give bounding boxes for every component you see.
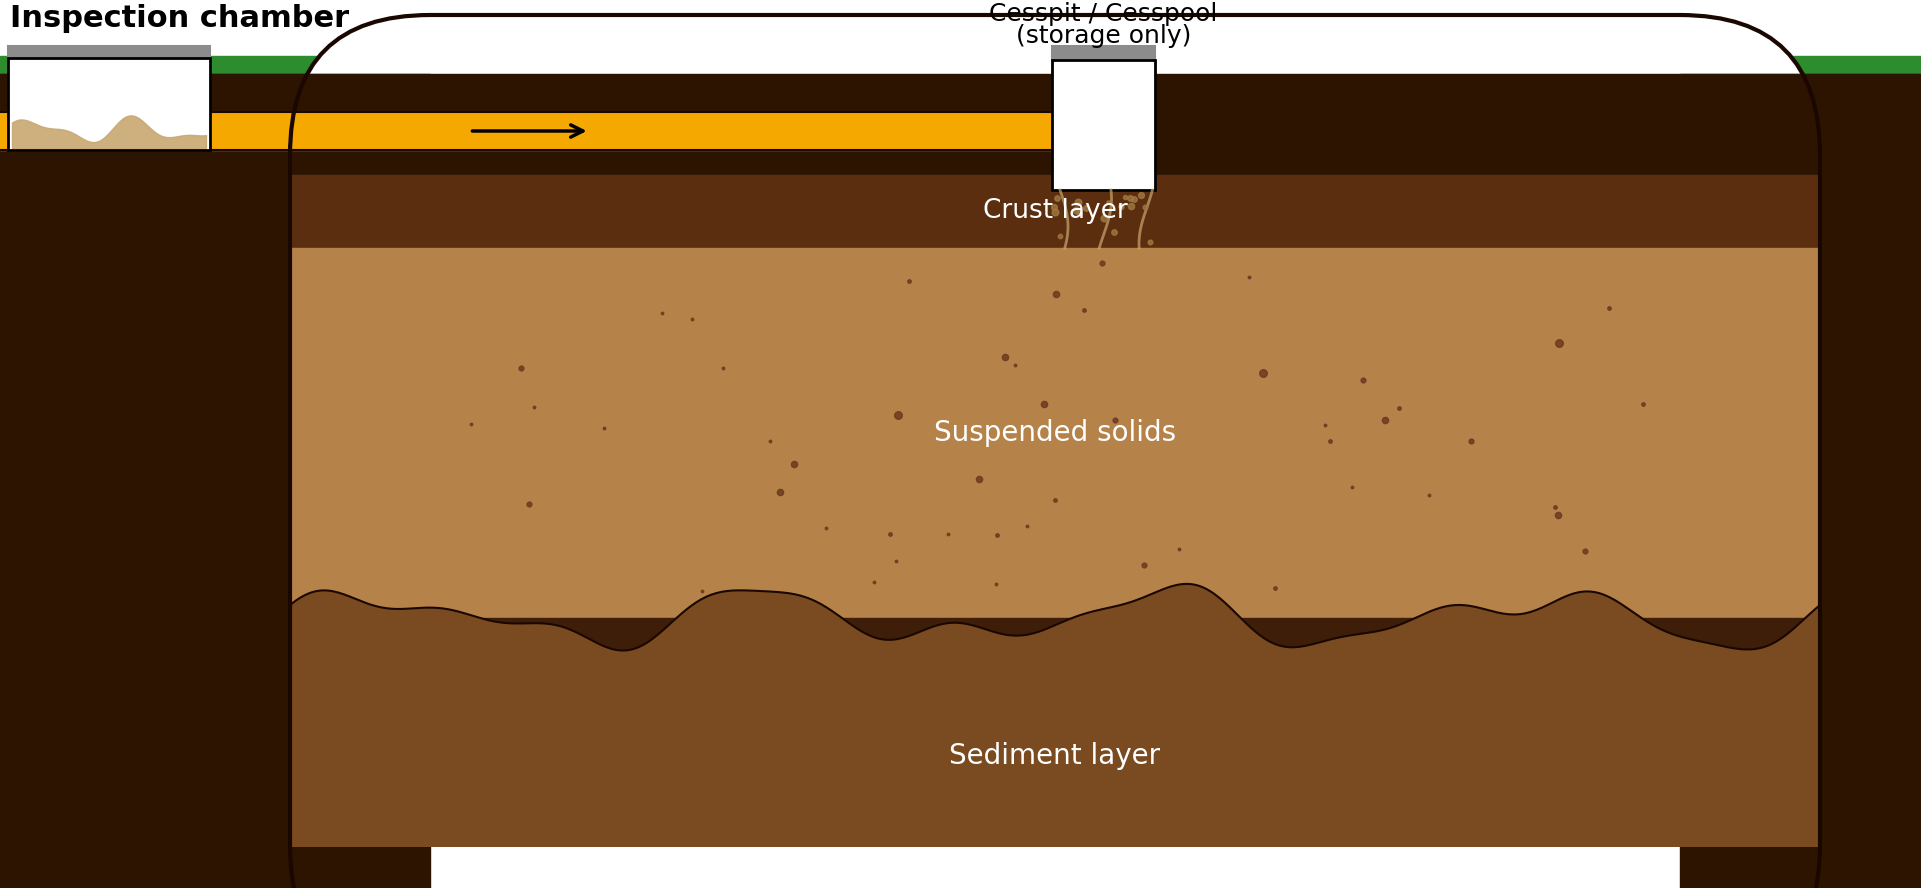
Text: (storage only): (storage only)	[1016, 24, 1191, 48]
Bar	[290, 175, 1819, 248]
Bar	[1053, 60, 1155, 74]
Text: Cesspit / Cesspool: Cesspit / Cesspool	[989, 2, 1218, 26]
Text: Suspended solids: Suspended solids	[934, 419, 1176, 447]
Bar	[1053, 60, 1155, 190]
Text: Crust layer: Crust layer	[984, 199, 1128, 225]
Bar	[290, 248, 1819, 618]
Bar	[290, 618, 1819, 845]
Text: Inspection chamber: Inspection chamber	[10, 4, 350, 33]
Bar	[0, 56, 1921, 74]
Bar	[0, 112, 1053, 150]
Bar	[0, 74, 430, 888]
Bar	[8, 46, 209, 58]
Bar	[8, 58, 209, 150]
Bar	[8, 58, 209, 150]
Bar	[1053, 46, 1155, 60]
Text: Sediment layer: Sediment layer	[949, 742, 1160, 771]
FancyBboxPatch shape	[290, 15, 1819, 888]
Bar	[1681, 74, 1921, 888]
Bar	[0, 74, 1921, 185]
Bar	[1053, 60, 1155, 190]
